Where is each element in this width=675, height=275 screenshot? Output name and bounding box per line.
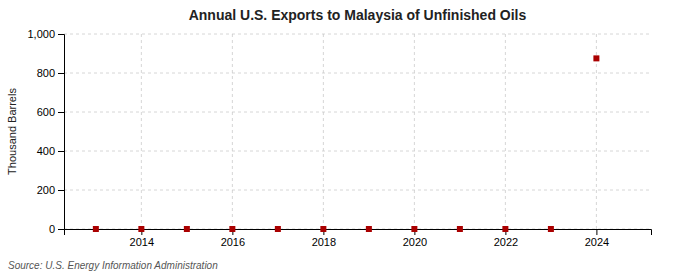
tick-mark: [58, 190, 64, 191]
tick-label: 600: [37, 106, 55, 118]
title: Annual U.S. Exports to Malaysia of Unfin…: [189, 7, 527, 23]
tick-mark: [596, 229, 597, 235]
grid-line-x: [596, 34, 597, 229]
tick-label: 0: [49, 223, 55, 235]
tick-label: 2014: [130, 236, 154, 248]
tick: 200: [37, 184, 64, 196]
y-axis: 0 200 400 600 800 1,000: [27, 28, 64, 235]
tick-label: 1,000: [27, 28, 55, 40]
grid-line-x: [232, 34, 233, 229]
grid: [64, 34, 651, 229]
grid-line-y: [64, 151, 651, 152]
y-axis-label: Thousand Barrels: [6, 88, 18, 175]
tick: 2024: [585, 229, 609, 248]
point: [593, 55, 599, 61]
point: [184, 226, 190, 232]
tick-label: 2020: [403, 236, 427, 248]
tick: 1,000: [27, 28, 64, 40]
point: [548, 226, 554, 232]
tick-label: 2024: [585, 236, 609, 248]
tick-label: 2022: [494, 236, 518, 248]
tick: 800: [37, 67, 64, 79]
grid-line-x: [141, 34, 142, 229]
tick-mark: [58, 73, 64, 74]
tick-label: 800: [37, 67, 55, 79]
point: [275, 226, 281, 232]
tick-mark: [58, 229, 64, 230]
point: [93, 226, 99, 232]
x-axis: 2014 2016 2018 2020 2022 2024: [65, 229, 652, 248]
point: [502, 226, 508, 232]
grid-line-y: [64, 34, 651, 35]
tick: 0: [49, 223, 64, 235]
series: [93, 55, 600, 232]
grid-line-x: [414, 34, 415, 229]
annotation: Source: U.S. Energy Information Administ…: [8, 260, 218, 271]
tick: 400: [37, 145, 64, 157]
tick-label: 400: [37, 145, 55, 157]
point: [366, 226, 372, 232]
point: [229, 226, 235, 232]
point: [138, 226, 144, 232]
point: [457, 226, 463, 232]
tick-mark: [58, 34, 64, 35]
grid-line-y: [64, 112, 651, 113]
axis-line: [65, 230, 652, 236]
tick: 600: [37, 106, 64, 118]
chart: 2014 2016 2018 2020 2022 2024 0 200 400 600 800 1,0…: [0, 0, 675, 275]
tick-label: 2018: [312, 236, 336, 248]
grid-line-x: [505, 34, 506, 229]
plot: 2014 2016 2018 2020 2022 2024 0 200 400 600 800 1,0…: [27, 28, 651, 248]
tick-mark: [58, 112, 64, 113]
tick-label: 2016: [221, 236, 245, 248]
grid-line-y: [64, 190, 651, 191]
tick-mark: [58, 151, 64, 152]
point: [320, 226, 326, 232]
axis-line: [58, 35, 65, 230]
grid-line-y: [64, 73, 651, 74]
grid-line-x: [323, 34, 324, 229]
point: [411, 226, 417, 232]
tick-label: 200: [37, 184, 55, 196]
